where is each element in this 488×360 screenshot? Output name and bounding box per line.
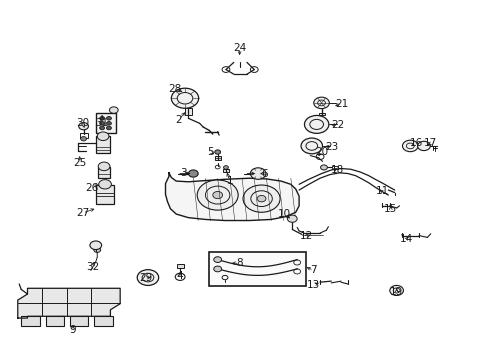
Circle shape	[223, 166, 228, 169]
Text: 7: 7	[310, 265, 316, 275]
Circle shape	[98, 162, 110, 171]
Text: 3: 3	[180, 168, 186, 178]
Circle shape	[99, 180, 111, 189]
Circle shape	[94, 247, 101, 252]
Bar	[94, 316, 113, 326]
Text: 30: 30	[76, 118, 89, 128]
Text: 19: 19	[389, 287, 403, 297]
Bar	[96, 136, 110, 153]
Bar	[96, 185, 114, 204]
Circle shape	[79, 123, 88, 130]
Bar	[21, 316, 40, 326]
Text: 24: 24	[232, 43, 246, 53]
Circle shape	[320, 165, 327, 170]
Text: 29: 29	[139, 273, 152, 283]
Circle shape	[81, 136, 86, 141]
Circle shape	[213, 257, 221, 262]
Bar	[177, 264, 183, 268]
Text: 18: 18	[330, 165, 343, 175]
Polygon shape	[18, 288, 120, 318]
Circle shape	[106, 122, 111, 125]
Text: 31: 31	[95, 118, 108, 128]
Text: 14: 14	[399, 234, 412, 244]
Text: 22: 22	[331, 121, 344, 130]
Text: 16: 16	[408, 139, 422, 148]
Circle shape	[100, 126, 104, 130]
Circle shape	[257, 195, 265, 202]
Circle shape	[213, 266, 221, 272]
Circle shape	[188, 170, 198, 177]
Circle shape	[287, 215, 297, 222]
Text: 2: 2	[175, 115, 182, 125]
Circle shape	[109, 107, 118, 113]
Bar	[45, 316, 64, 326]
Text: 6: 6	[261, 168, 268, 179]
Circle shape	[417, 141, 429, 150]
Text: 27: 27	[76, 208, 89, 218]
Circle shape	[212, 192, 222, 199]
Text: 15: 15	[384, 204, 397, 215]
Text: 5: 5	[206, 147, 213, 157]
Circle shape	[97, 132, 109, 140]
Bar	[214, 156, 221, 160]
Circle shape	[402, 140, 417, 152]
Circle shape	[313, 97, 329, 109]
Text: 17: 17	[423, 139, 436, 148]
Circle shape	[90, 241, 102, 249]
Text: 10: 10	[277, 209, 290, 219]
Circle shape	[250, 168, 265, 179]
Circle shape	[304, 116, 328, 134]
Text: 28: 28	[168, 84, 182, 94]
Text: 11: 11	[375, 186, 388, 197]
Bar	[223, 168, 229, 172]
Circle shape	[100, 122, 104, 125]
Circle shape	[389, 285, 403, 296]
Text: 8: 8	[236, 258, 243, 268]
Text: 32: 32	[85, 262, 99, 272]
Text: 20: 20	[314, 147, 327, 157]
Circle shape	[197, 180, 238, 210]
Text: 9: 9	[69, 325, 76, 335]
Text: 1: 1	[226, 176, 233, 186]
Circle shape	[243, 185, 280, 212]
Bar	[331, 166, 337, 169]
Bar	[70, 316, 88, 326]
Bar	[96, 113, 116, 133]
Circle shape	[171, 88, 198, 108]
Circle shape	[137, 270, 158, 285]
Bar	[318, 113, 325, 116]
Bar	[184, 108, 192, 115]
Text: 12: 12	[300, 231, 313, 240]
Text: 4: 4	[177, 271, 183, 281]
Bar	[80, 134, 88, 138]
Text: 26: 26	[85, 183, 99, 193]
Polygon shape	[165, 173, 299, 221]
Text: 13: 13	[306, 280, 320, 290]
Bar	[209, 252, 305, 286]
Circle shape	[100, 117, 104, 120]
Circle shape	[301, 138, 322, 154]
Text: 23: 23	[325, 142, 338, 152]
Circle shape	[106, 117, 111, 120]
Text: 25: 25	[73, 158, 86, 168]
Circle shape	[214, 150, 220, 154]
Bar	[98, 167, 110, 178]
Circle shape	[106, 126, 111, 130]
Text: 21: 21	[335, 99, 348, 109]
